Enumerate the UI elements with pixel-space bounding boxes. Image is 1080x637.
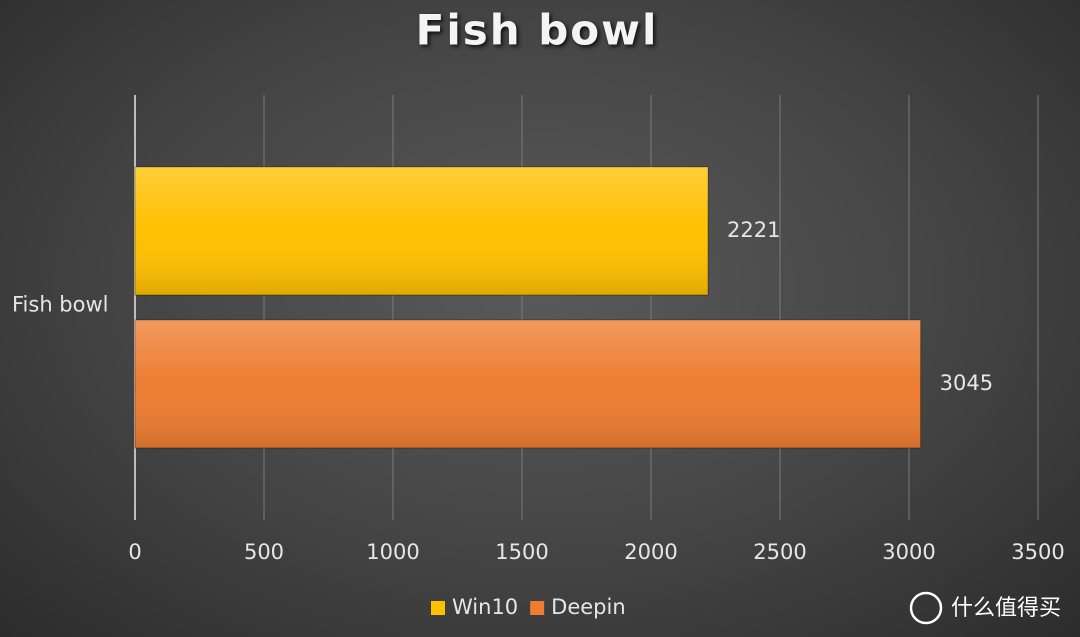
x-tick-label: 3000 [882,540,935,564]
bar [134,319,922,449]
x-tick-label: 3500 [1011,540,1064,564]
x-tick-label: 2500 [753,540,806,564]
legend-swatch [530,601,545,615]
x-tick-label: 1000 [366,540,419,564]
legend-swatch [431,601,445,615]
bar [134,166,709,296]
y-tick-label: Fish bowl [12,293,109,317]
data-label: 3045 [940,371,993,395]
watermark-icon [909,591,943,625]
x-tick-label: 2000 [624,540,677,564]
legend-label: Win10 [452,595,518,619]
x-tick-label: 1500 [495,540,548,564]
legend-label: Deepin [551,595,625,619]
watermark: 什么值得买 [951,596,1061,621]
x-tick-label: 0 [128,540,141,564]
chart-title: Fish bowl [416,6,659,55]
x-tick-label: 500 [244,540,284,564]
data-label: 2221 [727,218,780,242]
